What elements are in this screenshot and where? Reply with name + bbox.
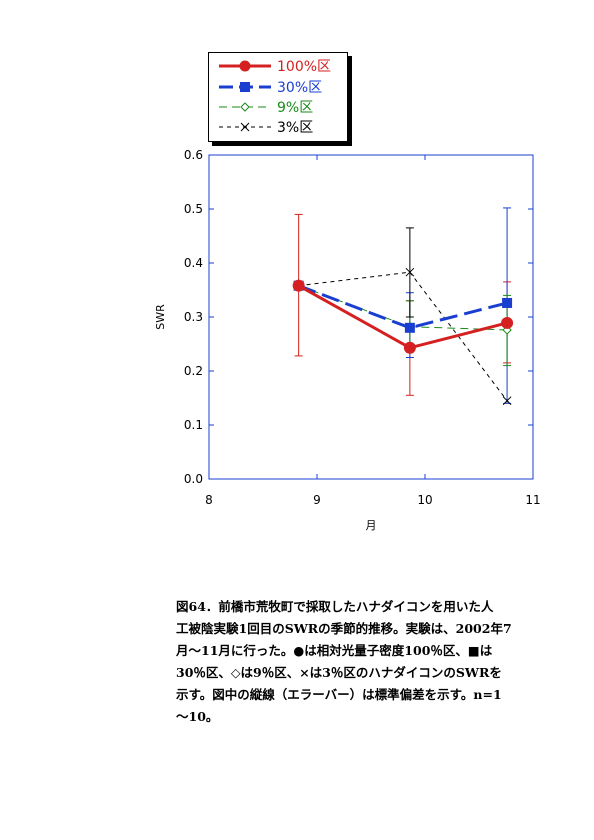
data-point — [292, 279, 305, 292]
data-point-stroke — [502, 396, 512, 406]
caption-line: 月～11月に行った。●は相対光量子密度100％区、■は — [176, 643, 493, 658]
figure-caption: 図64．前橋市荒牧町で採取したハナダイコンを用いた人工被陰実験1回目のSWRの季… — [176, 596, 568, 728]
caption-line: ～10。 — [176, 709, 219, 724]
legend: 100%区 30%区 9%区 3%区 — [208, 52, 348, 142]
series-lines — [297, 271, 508, 402]
error-bars — [294, 207, 512, 404]
series-line — [298, 285, 508, 331]
x-tick-label: 9 — [313, 493, 321, 507]
x-tick-label: 10 — [417, 493, 432, 507]
y-tick-label: 0.1 — [184, 418, 203, 432]
legend-label-9: 9%区 — [277, 100, 314, 116]
data-point — [501, 316, 514, 329]
series-line — [298, 271, 508, 402]
y-tick-label: 0.4 — [184, 256, 203, 270]
legend-swatch-30 — [219, 82, 271, 92]
y-tick-label: 0.2 — [184, 364, 203, 378]
legend-label-30: 30%区 — [277, 80, 323, 96]
series-line — [298, 284, 508, 330]
y-tick-label: 0.0 — [184, 472, 203, 486]
series-markers — [292, 267, 514, 406]
legend-item-9: 9%区 — [215, 98, 313, 116]
plot-frame — [208, 154, 534, 480]
legend-label-3: 3%区 — [277, 120, 314, 136]
y-tick-label: 0.5 — [184, 202, 203, 216]
legend-item-100: 100%区 — [215, 57, 331, 75]
caption-line: 示す。図中の縦線（エラーバー）は標準偏差を示す。n=1 — [176, 687, 502, 702]
data-point — [405, 267, 415, 277]
data-point — [404, 322, 415, 333]
data-point — [502, 396, 512, 406]
y-tick-label: 0.6 — [184, 148, 203, 162]
y-tick-label: 0.3 — [184, 310, 203, 324]
legend-swatch-100 — [219, 60, 271, 72]
plot-area: 0.0 0.1 0.2 0.3 0.4 0.5 0.6 8 9 10 11 月 SWR — [154, 148, 541, 532]
x-tick-label: 11 — [525, 493, 540, 507]
x-axis-label: 月 — [366, 519, 377, 532]
caption-line: 図64．前橋市荒牧町で採取したハナダイコンを用いた人 — [176, 599, 494, 614]
data-point — [502, 297, 513, 308]
legend-swatch-3 — [219, 122, 271, 132]
data-point-stroke — [405, 267, 415, 277]
legend-item-30: 30%区 — [215, 78, 322, 96]
legend-label-100: 100%区 — [277, 59, 332, 75]
y-axis-label: SWR — [154, 304, 167, 330]
caption-line: 工被陰実験1回目のSWRの季節的推移。実験は、2002年7 — [176, 621, 512, 636]
x-tick-label: 8 — [205, 493, 213, 507]
legend-item-3: 3%区 — [215, 118, 313, 136]
chart: 0.0 0.1 0.2 0.3 0.4 0.5 0.6 8 9 10 11 月 SWR — [154, 148, 541, 532]
series-line — [297, 284, 508, 350]
caption-line: 30％区、◇は9％区、×は3％区のハナダイコンのSWRを — [176, 665, 502, 680]
legend-swatch-9 — [219, 102, 271, 112]
data-point — [403, 341, 416, 354]
